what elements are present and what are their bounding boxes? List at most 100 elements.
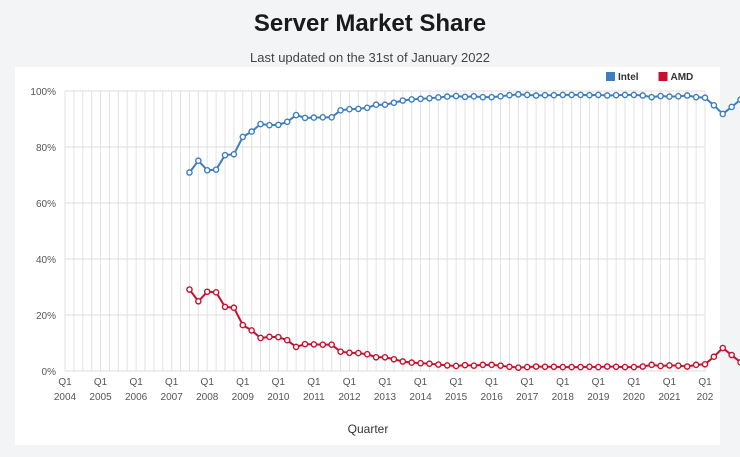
amd-point: [692, 361, 700, 369]
amd-point: [488, 361, 495, 369]
amd-point: [337, 348, 344, 355]
x-tick-quarter: Q1: [343, 377, 357, 388]
amd-point: [515, 364, 522, 371]
intel-point: [212, 166, 220, 173]
y-tick-label: 100%: [30, 87, 56, 98]
amd-point: [728, 351, 735, 359]
x-tick-quarter: Q1: [307, 377, 321, 388]
x-tick-year: 2018: [552, 392, 575, 403]
x-tick-quarter: Q1: [94, 377, 108, 388]
intel-point: [523, 91, 531, 99]
chart-subtitle: Last updated on the 31st of January 2022: [250, 50, 490, 65]
amd-legend-label: AMD: [671, 72, 694, 83]
amd-point: [399, 358, 407, 365]
intel-point: [230, 150, 238, 158]
x-tick-year: 2021: [658, 392, 681, 403]
amd-point: [381, 353, 389, 361]
amd-point: [283, 336, 291, 344]
intel-point: [737, 96, 740, 103]
intel-point: [461, 93, 469, 101]
amd-point: [639, 363, 647, 370]
amd-point: [230, 304, 238, 312]
x-tick-year: 2011: [303, 392, 325, 403]
intel-point: [301, 114, 309, 122]
amd-point: [523, 363, 531, 371]
amd-point: [586, 363, 593, 371]
amd-point: [719, 344, 727, 352]
x-tick-year: 2016: [481, 392, 504, 403]
amd-point: [612, 363, 620, 371]
x-axis-label: Quarter: [348, 422, 389, 436]
amd-point: [186, 286, 193, 293]
x-tick-quarter: Q1: [521, 377, 535, 388]
intel-point: [586, 91, 593, 99]
amd-point: [328, 341, 335, 348]
amd-point: [372, 353, 380, 361]
y-tick-label: 40%: [36, 255, 56, 266]
intel-point: [541, 91, 549, 99]
intel-point: [452, 92, 460, 100]
intel-point: [577, 91, 584, 99]
intel-point: [470, 93, 478, 100]
intel-point: [203, 166, 211, 174]
x-tick-quarter: Q1: [663, 377, 677, 388]
intel-point: [683, 92, 691, 99]
amd-point: [648, 361, 655, 369]
amd-point: [683, 363, 691, 370]
grid: [64, 90, 706, 372]
amd-series: [186, 286, 740, 371]
intel-point: [719, 110, 727, 118]
amd-legend-swatch: [658, 72, 668, 81]
intel-point: [408, 96, 415, 103]
intel-point: [443, 93, 451, 100]
y-tick-label: 60%: [36, 199, 56, 210]
intel-point: [595, 91, 602, 99]
x-tick-quarter: Q1: [58, 377, 72, 388]
x-tick-quarter: Q1: [592, 377, 606, 388]
x-tick-quarter: Q1: [449, 377, 463, 388]
x-tick-year: 2009: [232, 392, 255, 403]
intel-legend-label: Intel: [618, 72, 639, 83]
amd-point: [541, 363, 549, 371]
amd-point: [310, 341, 318, 348]
amd-point: [666, 362, 673, 369]
x-tick-year: 2014: [409, 392, 432, 403]
x-tick-year: 2008: [196, 392, 219, 403]
intel-point: [710, 101, 718, 109]
intel-point: [275, 121, 282, 129]
intel-point: [381, 101, 389, 109]
x-tick-year: 2004: [54, 392, 77, 403]
amd-point: [701, 360, 709, 368]
x-tick-quarter: Q1: [165, 377, 179, 388]
intel-point: [417, 95, 424, 103]
amd-point: [266, 333, 273, 341]
amd-point: [203, 288, 211, 296]
intel-point: [186, 169, 193, 176]
intel-point: [639, 92, 647, 99]
legend: Intel AMD: [606, 72, 693, 83]
x-tick-quarter: Q1: [129, 377, 143, 388]
intel-point: [390, 99, 398, 107]
amd-point: [479, 361, 487, 369]
y-axis-ticks: 0% 20% 40% 60% 80% 100%: [30, 87, 56, 378]
intel-point: [221, 151, 229, 159]
x-tick-year: 2007: [161, 392, 184, 403]
x-tick-quarter: Q1: [485, 377, 499, 388]
intel-point: [435, 94, 442, 101]
intel-series: [186, 91, 740, 176]
x-tick-quarter: Q1: [236, 377, 250, 388]
intel-point: [506, 91, 513, 99]
amd-point: [248, 327, 255, 334]
x-tick-year: 2015: [445, 392, 468, 403]
x-tick-year: 2017: [516, 392, 539, 403]
amd-point: [417, 359, 424, 367]
intel-point: [195, 157, 202, 165]
amd-point: [452, 362, 460, 370]
x-tick-quarter: Q1: [378, 377, 392, 388]
x-tick-year: 2006: [125, 392, 148, 403]
intel-point: [728, 103, 735, 111]
amd-point: [212, 289, 220, 296]
intel-point: [310, 114, 318, 121]
intel-point: [328, 114, 335, 121]
amd-point: [621, 363, 629, 371]
